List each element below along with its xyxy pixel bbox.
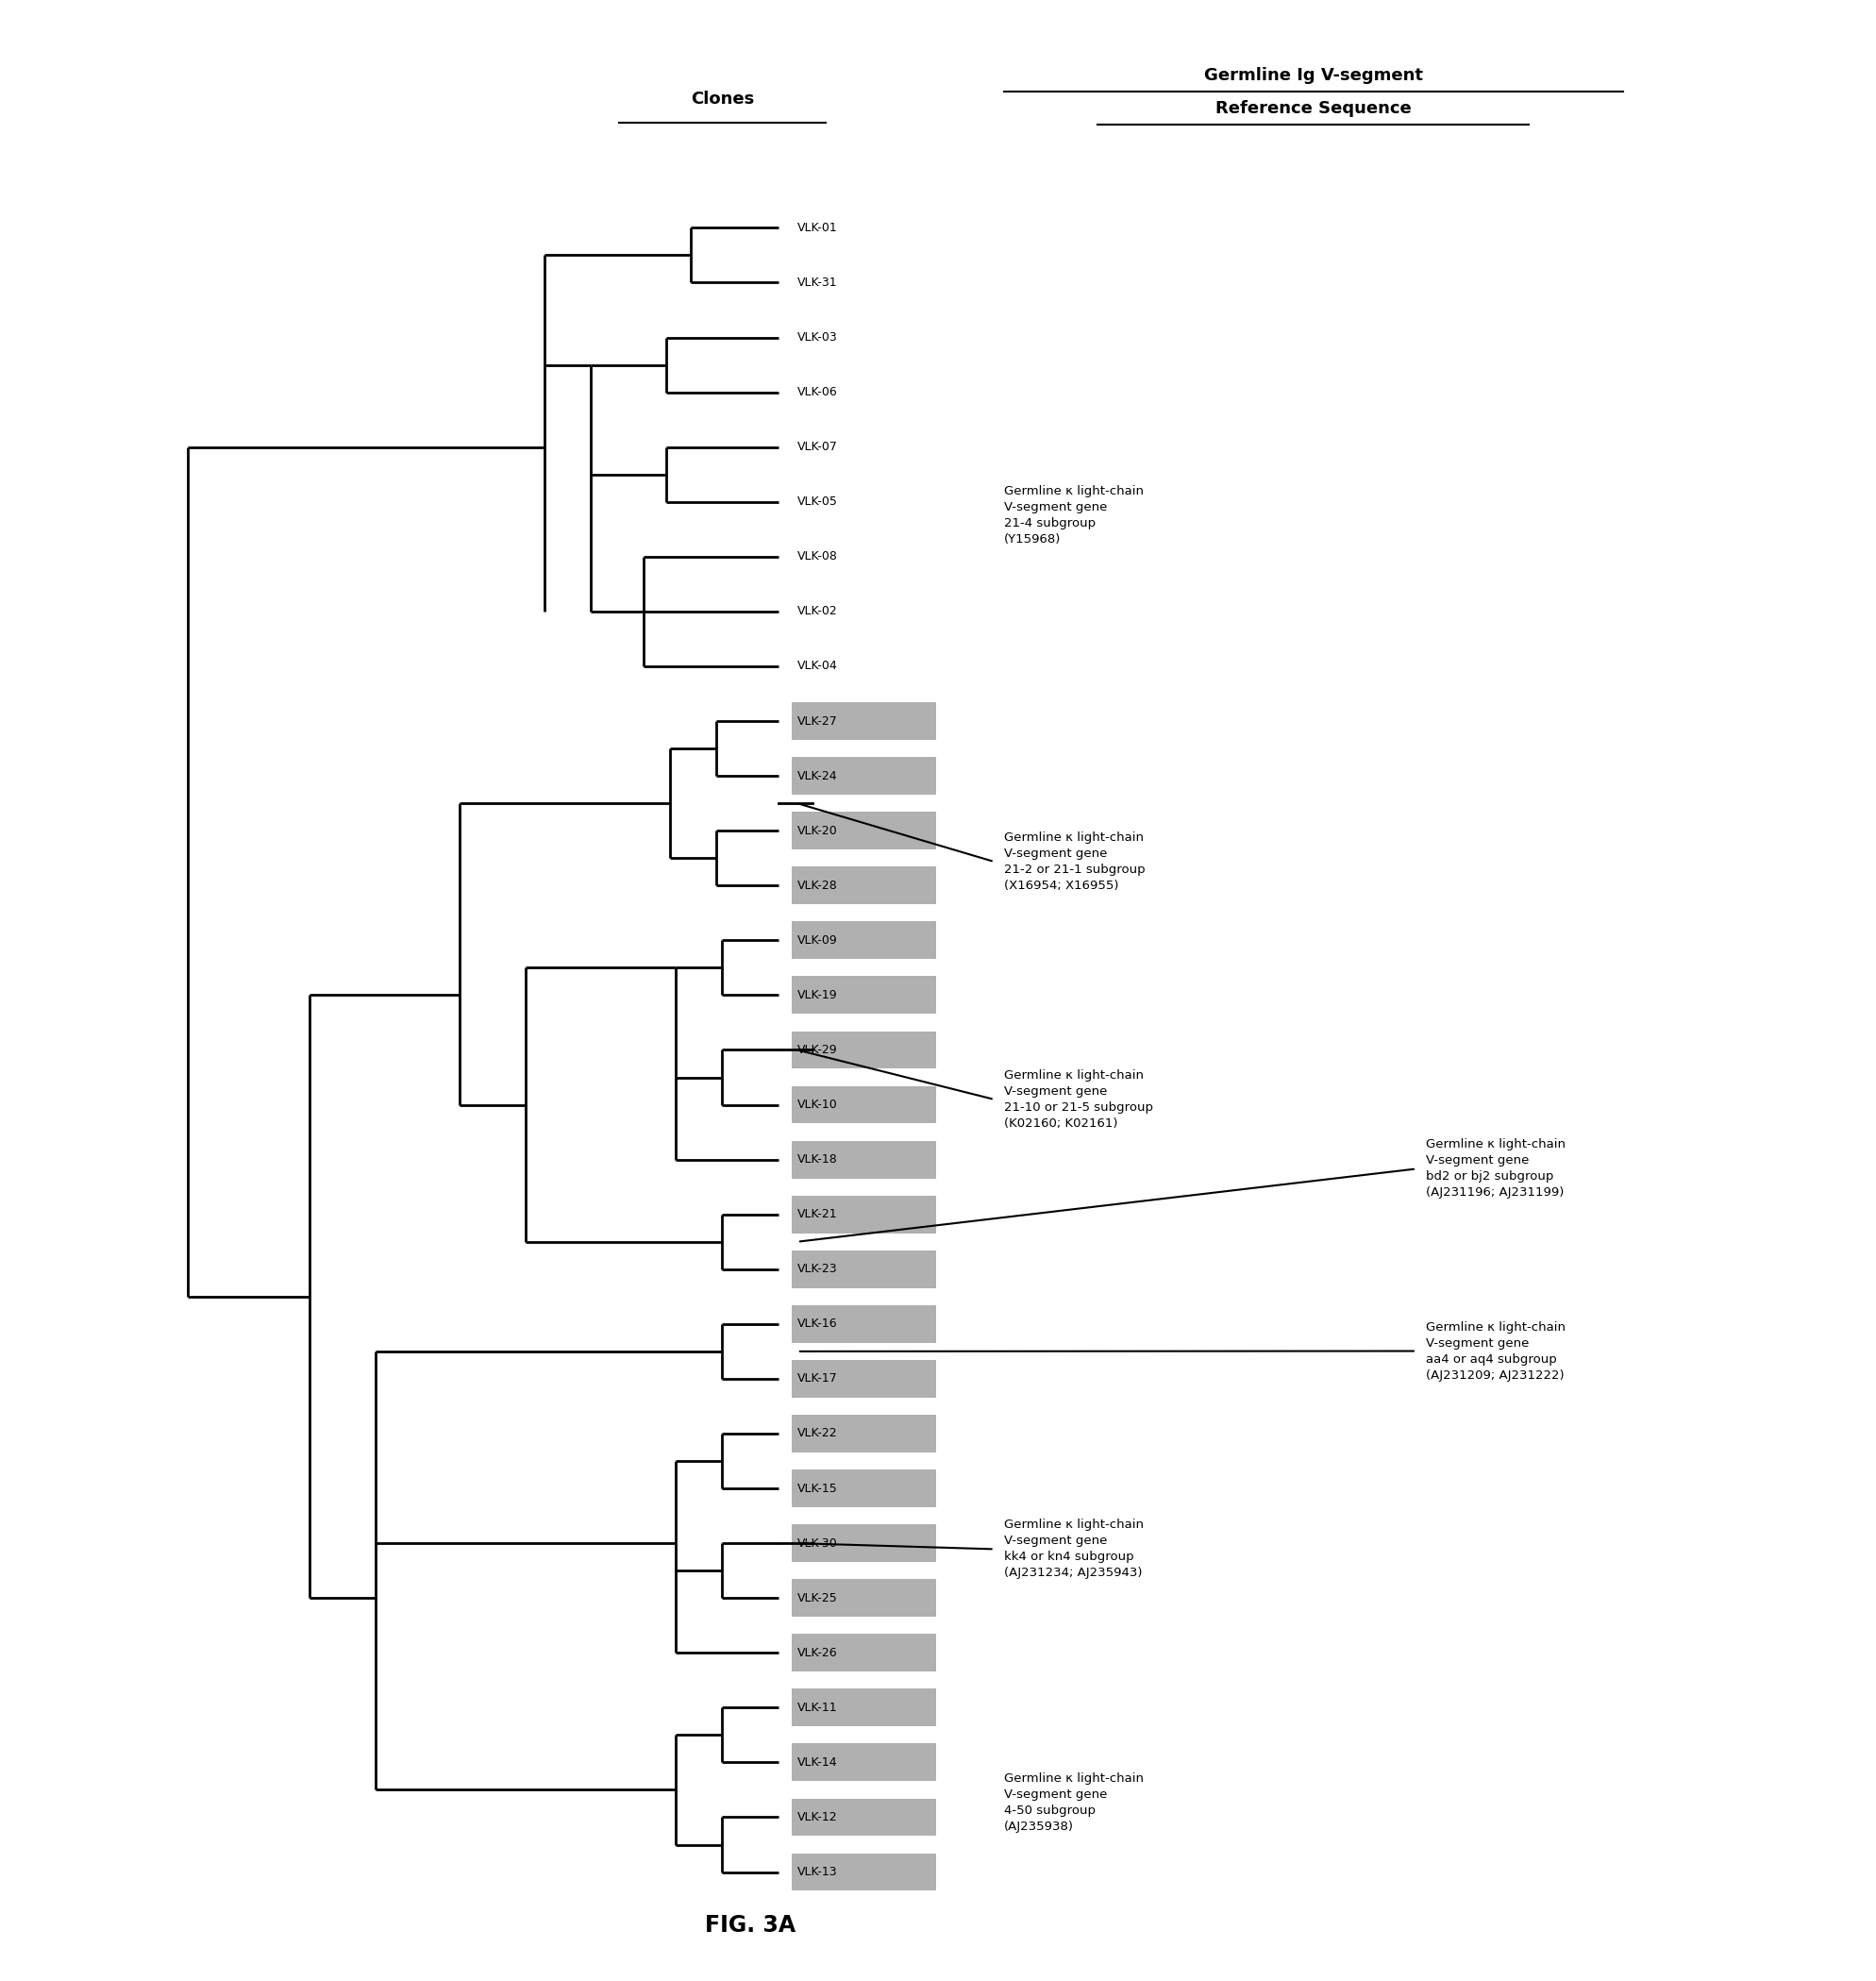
FancyBboxPatch shape	[792, 921, 936, 959]
FancyBboxPatch shape	[792, 1525, 936, 1561]
Text: VLK-31: VLK-31	[797, 277, 837, 289]
FancyBboxPatch shape	[792, 703, 936, 741]
Text: VLK-06: VLK-06	[797, 386, 839, 398]
Text: VLK-19: VLK-19	[797, 989, 837, 1000]
Text: Germline κ light-chain
V-segment gene
bd2 or bj2 subgroup
(AJ231196; AJ231199): Germline κ light-chain V-segment gene bd…	[1426, 1139, 1565, 1199]
Text: VLK-05: VLK-05	[797, 495, 839, 507]
Text: Clones: Clones	[690, 91, 754, 107]
Text: VLK-22: VLK-22	[797, 1428, 837, 1440]
Text: Germline Ig V-segment: Germline Ig V-segment	[1204, 67, 1422, 83]
FancyBboxPatch shape	[792, 1799, 936, 1836]
FancyBboxPatch shape	[792, 1250, 936, 1288]
Text: VLK-20: VLK-20	[797, 824, 839, 836]
FancyBboxPatch shape	[792, 757, 936, 794]
FancyBboxPatch shape	[792, 1470, 936, 1508]
Text: VLK-15: VLK-15	[797, 1482, 839, 1494]
Text: VLK-01: VLK-01	[797, 222, 839, 234]
FancyBboxPatch shape	[792, 1141, 936, 1179]
Text: VLK-14: VLK-14	[797, 1757, 837, 1769]
FancyBboxPatch shape	[792, 1579, 936, 1616]
Text: FIG. 3A: FIG. 3A	[705, 1914, 795, 1937]
Text: VLK-24: VLK-24	[797, 771, 837, 782]
Text: VLK-23: VLK-23	[797, 1264, 837, 1276]
Text: VLK-26: VLK-26	[797, 1646, 837, 1658]
FancyBboxPatch shape	[792, 1305, 936, 1343]
FancyBboxPatch shape	[792, 1414, 936, 1452]
Text: VLK-09: VLK-09	[797, 935, 839, 947]
Text: VLK-07: VLK-07	[797, 442, 839, 454]
Text: VLK-18: VLK-18	[797, 1153, 839, 1165]
Text: Germline κ light-chain
V-segment gene
21-4 subgroup
(Y15968): Germline κ light-chain V-segment gene 21…	[1004, 485, 1142, 545]
Text: VLK-13: VLK-13	[797, 1866, 837, 1878]
Text: VLK-16: VLK-16	[797, 1317, 837, 1329]
Text: VLK-02: VLK-02	[797, 606, 839, 618]
Text: VLK-25: VLK-25	[797, 1593, 839, 1605]
Text: VLK-04: VLK-04	[797, 660, 839, 672]
FancyBboxPatch shape	[792, 812, 936, 850]
Text: VLK-10: VLK-10	[797, 1099, 839, 1111]
FancyBboxPatch shape	[792, 1688, 936, 1725]
Text: VLK-03: VLK-03	[797, 331, 839, 343]
Text: Germline κ light-chain
V-segment gene
aa4 or aq4 subgroup
(AJ231209; AJ231222): Germline κ light-chain V-segment gene aa…	[1426, 1321, 1565, 1381]
Text: VLK-21: VLK-21	[797, 1208, 837, 1220]
FancyBboxPatch shape	[792, 1030, 936, 1070]
Text: Germline κ light-chain
V-segment gene
4-50 subgroup
(AJ235938): Germline κ light-chain V-segment gene 4-…	[1004, 1773, 1142, 1832]
Text: VLK-12: VLK-12	[797, 1811, 837, 1823]
Text: Germline κ light-chain
V-segment gene
21-10 or 21-5 subgroup
(K02160; K02161): Germline κ light-chain V-segment gene 21…	[1004, 1070, 1152, 1129]
Text: Germline κ light-chain
V-segment gene
kk4 or kn4 subgroup
(AJ231234; AJ235943): Germline κ light-chain V-segment gene kk…	[1004, 1519, 1142, 1579]
FancyBboxPatch shape	[792, 1634, 936, 1672]
Text: VLK-27: VLK-27	[797, 715, 839, 727]
FancyBboxPatch shape	[792, 1854, 936, 1890]
Text: VLK-30: VLK-30	[797, 1537, 839, 1549]
FancyBboxPatch shape	[792, 866, 936, 903]
Text: VLK-17: VLK-17	[797, 1373, 839, 1385]
Text: VLK-11: VLK-11	[797, 1702, 837, 1714]
FancyBboxPatch shape	[792, 1359, 936, 1399]
Text: VLK-08: VLK-08	[797, 551, 839, 563]
FancyBboxPatch shape	[792, 1086, 936, 1123]
Text: Reference Sequence: Reference Sequence	[1216, 101, 1411, 117]
Text: VLK-28: VLK-28	[797, 880, 839, 891]
Text: Germline κ light-chain
V-segment gene
21-2 or 21-1 subgroup
(X16954; X16955): Germline κ light-chain V-segment gene 21…	[1004, 832, 1144, 891]
FancyBboxPatch shape	[792, 1743, 936, 1781]
Text: VLK-29: VLK-29	[797, 1044, 837, 1056]
FancyBboxPatch shape	[792, 1195, 936, 1232]
FancyBboxPatch shape	[792, 977, 936, 1014]
